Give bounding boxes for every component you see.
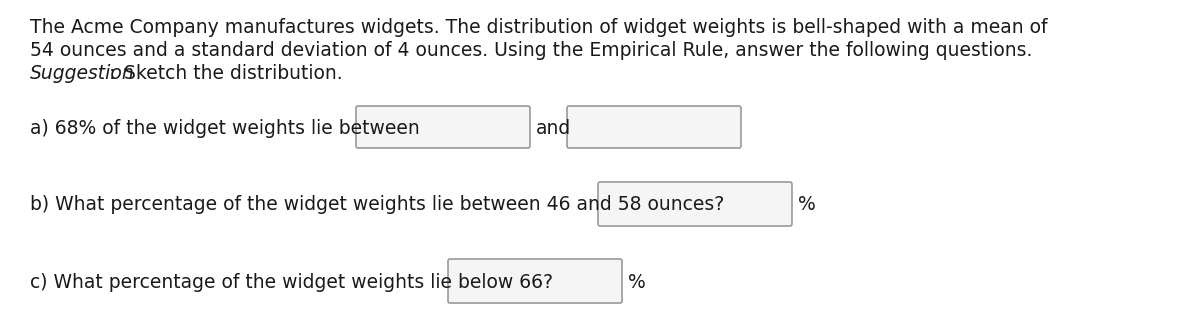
Text: %: % — [628, 272, 646, 292]
FancyBboxPatch shape — [356, 106, 530, 148]
Text: Suggestion: Suggestion — [30, 64, 134, 83]
Text: b) What percentage of the widget weights lie between 46 and 58 ounces?: b) What percentage of the widget weights… — [30, 196, 725, 214]
Text: The Acme Company manufactures widgets. The distribution of widget weights is bel: The Acme Company manufactures widgets. T… — [30, 18, 1048, 37]
Text: Sketch the distribution.: Sketch the distribution. — [118, 64, 343, 83]
FancyBboxPatch shape — [568, 106, 742, 148]
Text: c) What percentage of the widget weights lie below 66?: c) What percentage of the widget weights… — [30, 272, 553, 292]
Text: %: % — [798, 196, 816, 214]
Text: :: : — [109, 64, 115, 83]
FancyBboxPatch shape — [598, 182, 792, 226]
Text: 54 ounces and a standard deviation of 4 ounces. Using the Empirical Rule, answer: 54 ounces and a standard deviation of 4 … — [30, 41, 1032, 60]
Text: and: and — [536, 118, 571, 137]
FancyBboxPatch shape — [448, 259, 622, 303]
Text: a) 68% of the widget weights lie between: a) 68% of the widget weights lie between — [30, 118, 420, 137]
